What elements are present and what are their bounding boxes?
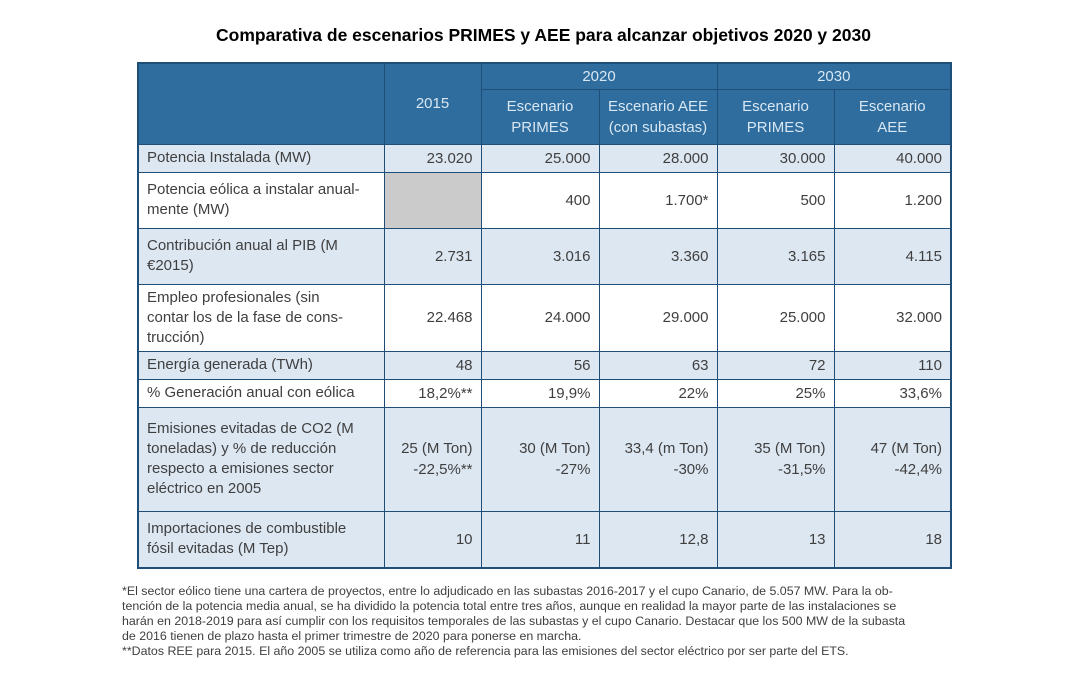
cell-value: 3.165 [716,227,835,285]
table-row: Potencia Instalada (MW) 23.020 25.000 28… [137,143,952,173]
cell-value: 19,9% [480,378,600,408]
cell-value: 25.000 [480,143,600,173]
footnote-line: *El sector eólico tiene una cartera de p… [122,584,893,598]
cell-value: 3.360 [598,227,718,285]
cell-value: 56 [480,350,600,380]
cell-value: 22% [598,378,718,408]
table-row: Contribución anual al PIB (M €2015) 2.73… [137,227,952,285]
table-row: Potencia eólica a instalar anual- mente … [137,171,952,229]
cell-value: 25.000 [716,283,835,352]
table-row: Importaciones de combustible fósil evita… [137,510,952,569]
cell-value: 11 [480,510,600,569]
col-header-escenario-aee-2030: Escenario AEE [833,88,952,145]
footnote-line: **Datos REE para 2015. El año 2005 se ut… [122,644,849,658]
table-row: Energía generada (TWh) 48 56 63 72 110 [137,350,952,380]
cell-value: 12,8 [598,510,718,569]
row-label: Contribución anual al PIB (M €2015) [137,227,385,285]
col-group-2030: 2030 [716,62,952,90]
cell-value: 500 [716,171,835,229]
cell-value: 29.000 [598,283,718,352]
cell-value: 3.016 [480,227,600,285]
cell-value: 30 (M Ton) -27% [480,406,600,512]
footnote-line: de 2016 tienen de plazo hasta el primer … [122,629,582,643]
footnotes: *El sector eólico tiene una cartera de p… [122,584,982,659]
footnote-line: tención de la potencia media anual, se h… [122,599,897,613]
col-header-escenario-primes-2030: Escenario PRIMES [716,88,835,145]
col-header-escenario-primes-2020: Escenario PRIMES [480,88,600,145]
cell-value: 30.000 [716,143,835,173]
header-row-scenarios: Escenario PRIMES Escenario AEE (con suba… [138,88,952,145]
cell-value: 48 [383,350,482,380]
table-row: Empleo profesionales (sin contar los de … [137,283,952,352]
cell-value: 47 (M Ton) -42,4% [833,406,952,512]
table-row: % Generación anual con eólica 18,2%** 19… [137,378,952,408]
row-label: % Generación anual con eólica [137,378,385,408]
cell-value: 33,6% [833,378,952,408]
table-row: Emisiones evitadas de CO2 (M toneladas) … [137,406,952,512]
cell-value: 4.115 [833,227,952,285]
cell-value: 18,2%** [383,378,482,408]
corner-cell [137,62,385,145]
cell-value: 23.020 [383,143,482,173]
cell-value: 40.000 [833,143,952,173]
page-title: Comparativa de escenarios PRIMES y AEE p… [216,25,871,45]
row-label: Importaciones de combustible fósil evita… [137,510,385,569]
cell-value: 2.731 [383,227,482,285]
cell-value: 110 [833,350,952,380]
row-label: Potencia Instalada (MW) [137,143,385,173]
cell-value: 72 [716,350,835,380]
cell-value: 400 [480,171,600,229]
footnote-line: harán en 2018-2019 para así cumplir con … [122,614,906,628]
row-label: Empleo profesionales (sin contar los de … [137,283,385,352]
cell-value: 1.200 [833,171,952,229]
cell-value: 10 [383,510,482,569]
col-header-2015: 2015 [383,62,482,145]
cell-value: 32.000 [833,283,952,352]
col-header-escenario-aee-2020: Escenario AEE (con subastas) [598,88,718,145]
cell-value: 63 [598,350,718,380]
cell-value: 1.700* [598,171,718,229]
cell-value: 25 (M Ton) -22,5%** [383,406,482,512]
row-label: Potencia eólica a instalar anual- mente … [137,171,385,229]
row-label: Emisiones evitadas de CO2 (M toneladas) … [137,406,385,512]
cell-value: 13 [716,510,835,569]
cell-value: 33,4 (m Ton) -30% [598,406,718,512]
col-group-2020: 2020 [480,62,718,90]
cell-value: 25% [716,378,835,408]
row-label: Energía generada (TWh) [137,350,385,380]
header-row-years: 2015 2020 2030 [137,62,952,145]
cell-value: 35 (M Ton) -31,5% [716,406,835,512]
cell-value: 22.468 [383,283,482,352]
cell-value: 28.000 [598,143,718,173]
cell-value-empty [383,171,482,229]
cell-value: 18 [833,510,952,569]
comparison-table: 2015 2020 2030 Escenario PRIMES Escenari… [137,62,952,569]
cell-value: 24.000 [480,283,600,352]
